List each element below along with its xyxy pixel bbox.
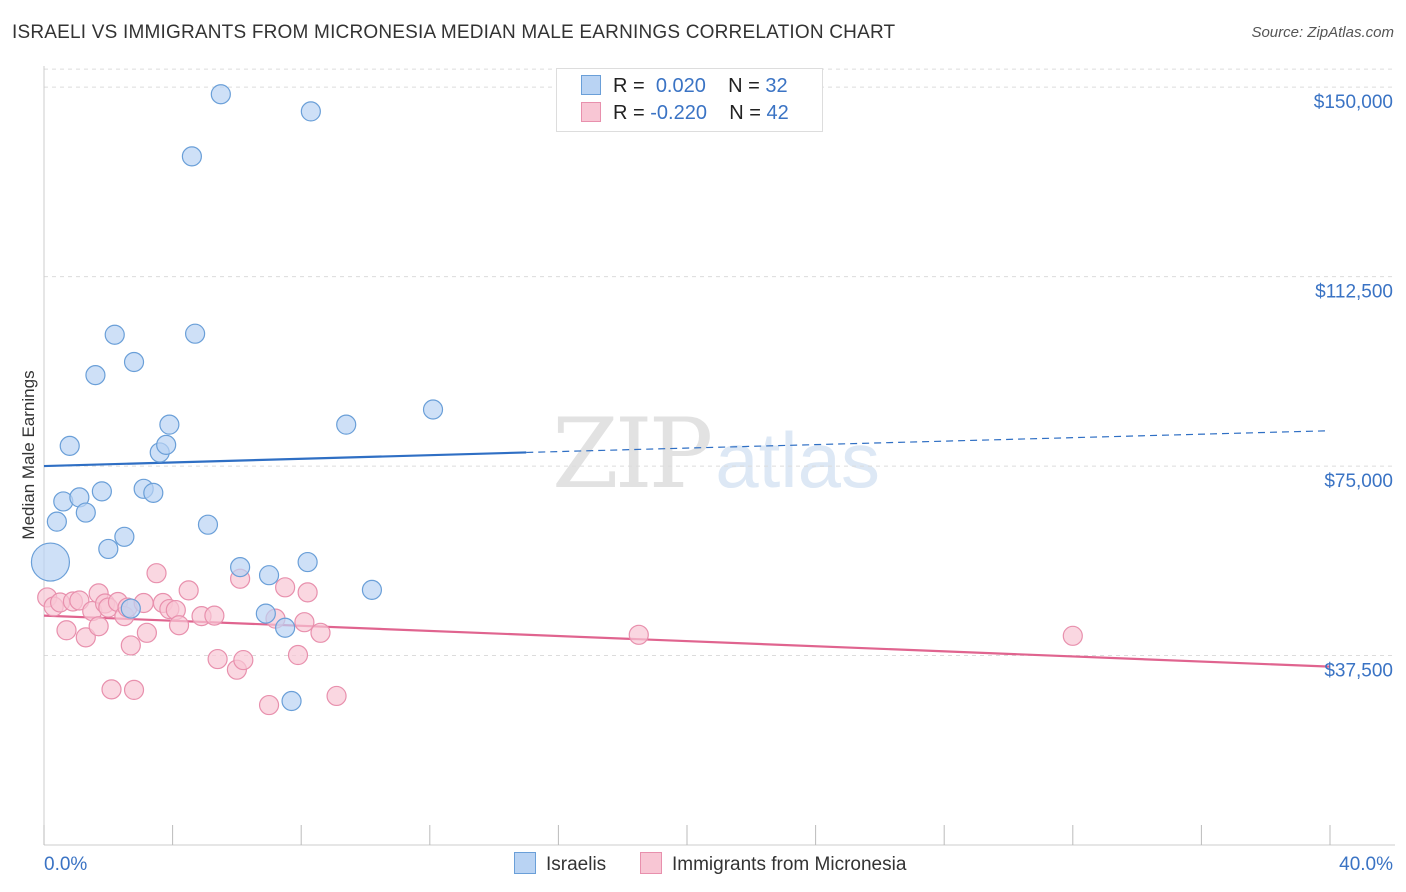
axis-labels: $37,500 $75,000 $112,500 $150,000 0.0% 40.0% M… xyxy=(19,92,1393,875)
axes xyxy=(43,66,1395,846)
bottom-legend-swatch-micronesia xyxy=(640,852,662,874)
point-israelis xyxy=(30,542,71,582)
data-points xyxy=(30,84,1083,716)
point-israelis xyxy=(275,617,296,638)
legend-n-value: 32 xyxy=(765,75,788,97)
legend-row-israelis: R = 0.020 N = 32 xyxy=(581,75,788,99)
point-israelis xyxy=(197,514,219,535)
point-micronesia xyxy=(178,580,199,601)
bottom-legend-label-micronesia: Immigrants from Micronesia xyxy=(672,854,907,875)
point-micronesia xyxy=(1062,625,1083,646)
point-israelis xyxy=(422,399,444,420)
point-micronesia xyxy=(294,612,315,633)
point-israelis xyxy=(156,434,177,455)
trend-line-israelis xyxy=(43,451,527,468)
bottom-legend-israelis: Israelis xyxy=(514,852,606,876)
point-micronesia xyxy=(628,624,649,645)
point-israelis xyxy=(159,414,180,435)
y-tick-label: $112,500 xyxy=(1315,282,1393,303)
point-micronesia xyxy=(326,685,347,707)
point-micronesia xyxy=(204,605,225,626)
point-micronesia xyxy=(101,679,122,700)
point-israelis xyxy=(85,365,106,386)
point-micronesia xyxy=(136,622,157,643)
point-micronesia xyxy=(233,649,254,671)
point-israelis xyxy=(297,551,318,573)
x-tick-label: 0.0% xyxy=(44,854,87,875)
point-israelis xyxy=(114,526,135,547)
point-israelis xyxy=(361,579,383,600)
point-israelis xyxy=(59,435,80,456)
bottom-legend-label-israelis: Israelis xyxy=(546,854,607,875)
point-israelis xyxy=(255,603,276,624)
point-micronesia xyxy=(168,615,190,636)
point-israelis xyxy=(98,538,119,560)
trend-lines xyxy=(43,430,1331,668)
point-israelis xyxy=(185,323,206,344)
legend-r-label: R = xyxy=(613,102,645,124)
point-israelis xyxy=(281,690,302,712)
point-israelis xyxy=(143,482,164,503)
point-micronesia xyxy=(123,679,145,700)
legend-r-label: R = xyxy=(613,75,645,97)
point-micronesia xyxy=(56,620,77,641)
point-micronesia xyxy=(88,616,109,637)
point-israelis xyxy=(46,511,67,532)
legend-n-value: 42 xyxy=(766,102,789,124)
trend-line-micronesia xyxy=(43,614,1331,668)
legend-n-label: N = xyxy=(729,102,761,124)
point-micronesia xyxy=(120,635,141,656)
point-micronesia xyxy=(75,627,96,648)
x-tick-label: 40.0% xyxy=(1339,854,1393,875)
chart-title: ISRAELI VS IMMIGRANTS FROM MICRONESIA ME… xyxy=(12,22,896,43)
point-israelis xyxy=(258,565,280,586)
point-israelis xyxy=(181,146,202,167)
point-israelis xyxy=(300,101,321,122)
legend-r-value: -0.220 xyxy=(650,102,707,124)
legend-r-value: 0.020 xyxy=(655,75,706,97)
point-israelis xyxy=(104,324,125,345)
point-israelis xyxy=(75,502,96,523)
point-israelis xyxy=(120,598,141,619)
legend-swatch-micronesia xyxy=(581,102,601,122)
bottom-legend-micronesia: Immigrants from Micronesia xyxy=(640,852,906,876)
y-axis-label: Median Male Earnings xyxy=(19,370,38,539)
trend-line-israelis-extension xyxy=(526,430,1331,454)
source-credit: Source: ZipAtlas.com xyxy=(1251,24,1394,41)
point-micronesia xyxy=(310,622,331,643)
point-israelis xyxy=(230,557,251,578)
legend-n-label: N = xyxy=(728,75,760,97)
point-micronesia xyxy=(207,648,228,670)
bottom-legend-swatch-israelis xyxy=(514,852,536,874)
point-micronesia xyxy=(287,644,309,666)
y-tick-label: $37,500 xyxy=(1324,661,1393,682)
point-micronesia xyxy=(297,582,318,603)
legend-swatch-israelis xyxy=(581,75,601,95)
y-tick-label: $150,000 xyxy=(1314,92,1393,113)
point-israelis xyxy=(91,481,112,502)
legend: R = 0.020 N = 32 R = -0.220 N = 42 xyxy=(556,68,823,132)
point-israelis xyxy=(210,84,231,105)
point-micronesia xyxy=(146,563,167,584)
y-tick-label: $75,000 xyxy=(1324,471,1393,492)
point-israelis xyxy=(123,351,145,373)
legend-row-micronesia: R = -0.220 N = 42 xyxy=(581,102,789,126)
point-micronesia xyxy=(275,577,296,598)
point-israelis xyxy=(336,414,357,435)
point-micronesia xyxy=(258,694,280,716)
